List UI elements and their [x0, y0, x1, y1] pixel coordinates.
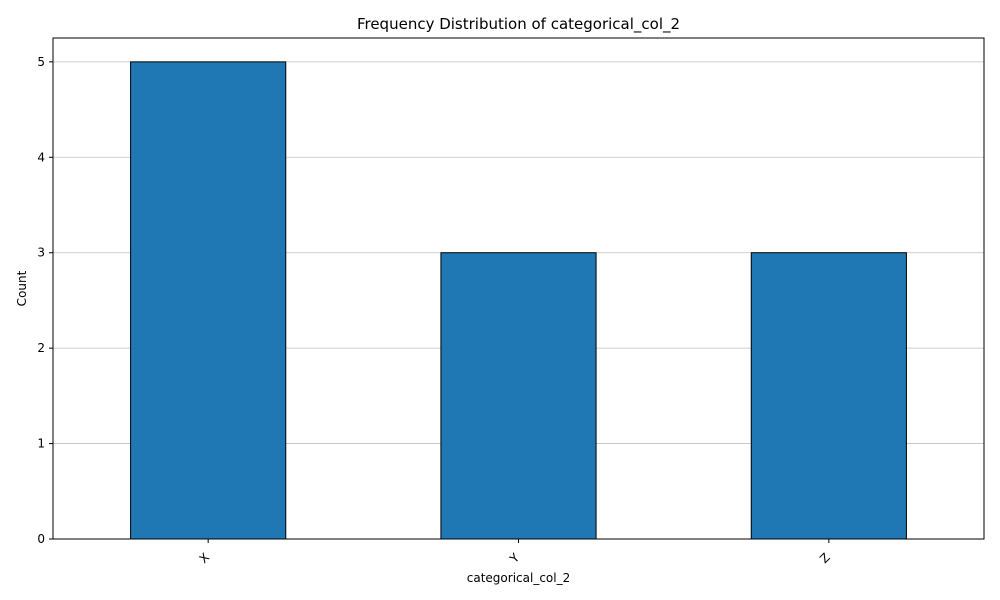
- chart-title: Frequency Distribution of categorical_co…: [357, 15, 680, 34]
- y-tick-label: 2: [37, 341, 45, 355]
- y-axis-ticks: 0 1 2 3 4 5: [37, 55, 53, 546]
- y-tick-label: 5: [37, 55, 45, 69]
- y-axis-label: Count: [15, 270, 29, 306]
- bars: [130, 61, 907, 540]
- bar-x: [130, 61, 287, 540]
- y-tick-label: 0: [37, 532, 45, 546]
- bar-z: [750, 252, 907, 540]
- y-tick-label: 3: [37, 246, 45, 260]
- y-tick-label: 1: [37, 437, 45, 451]
- x-axis-label: categorical_col_2: [467, 571, 570, 585]
- y-tick-label: 4: [37, 150, 45, 164]
- bar-y: [440, 252, 597, 540]
